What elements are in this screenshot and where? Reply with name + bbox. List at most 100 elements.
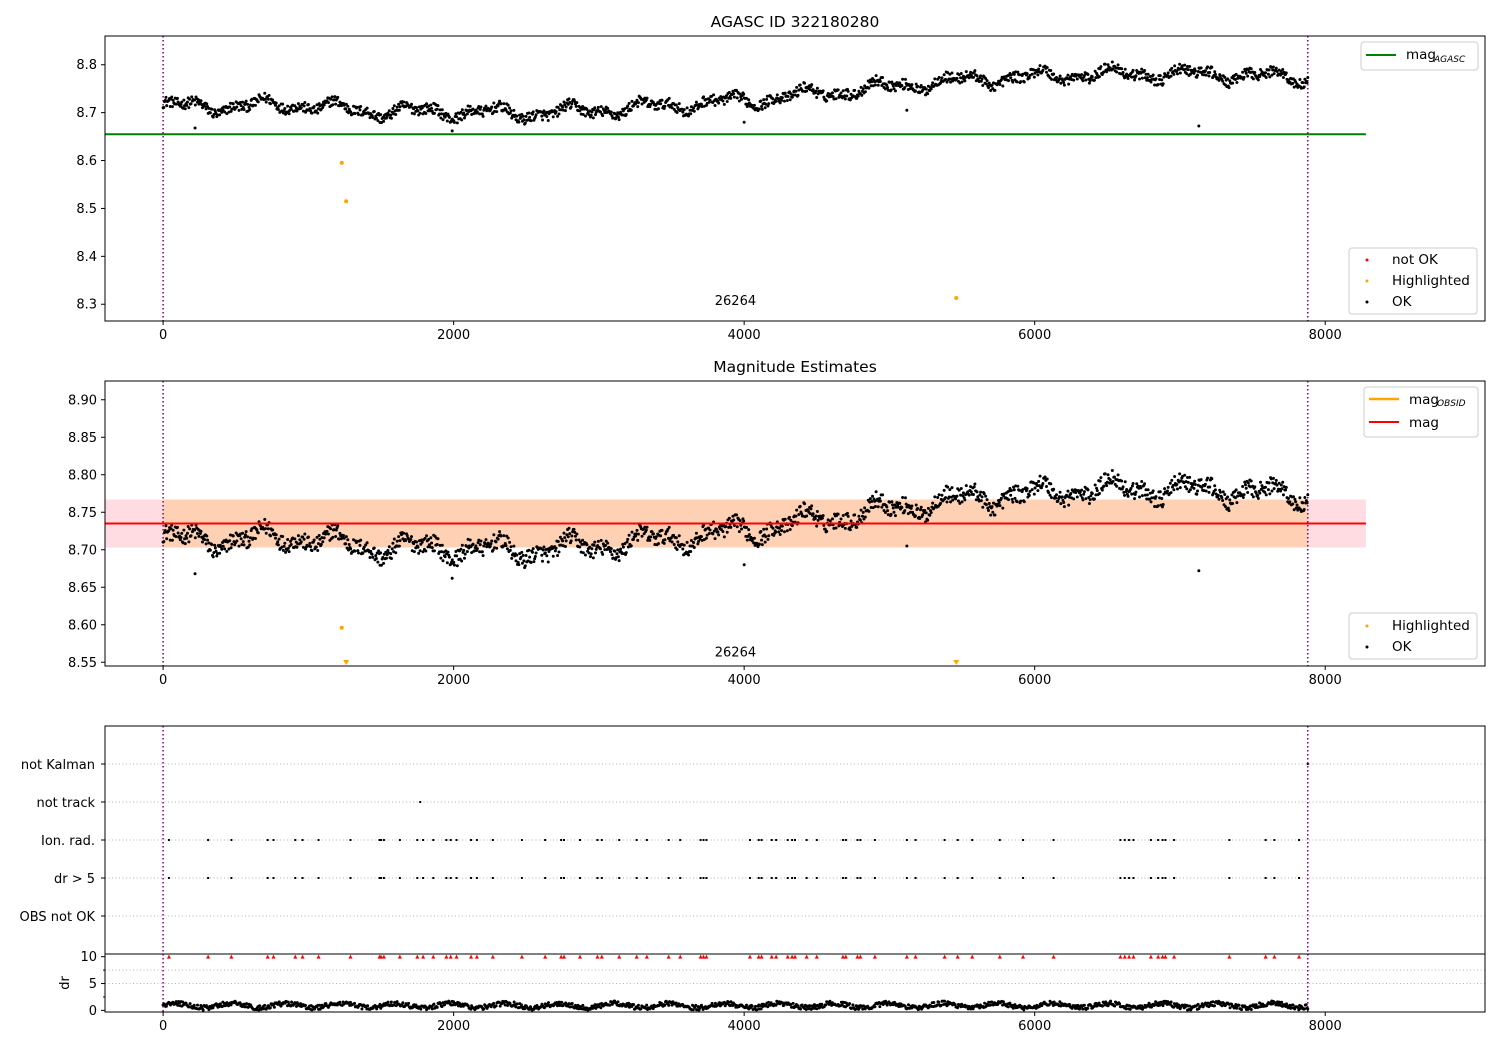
ok-point — [1038, 474, 1042, 478]
ok-point — [1016, 70, 1020, 74]
ok-point — [268, 102, 272, 106]
ok-point — [455, 554, 459, 558]
ok-point — [1015, 80, 1019, 84]
ok-point — [321, 540, 325, 544]
ok-point — [204, 542, 208, 546]
ok-point — [495, 110, 499, 114]
ok-point — [1086, 72, 1090, 76]
flag-point — [943, 877, 946, 879]
dr-capped-marker — [858, 954, 863, 959]
ok-point — [1216, 76, 1220, 80]
ok-point — [1058, 490, 1062, 494]
ok-point — [1249, 67, 1253, 71]
ok-point — [384, 550, 388, 554]
dr-point — [1169, 1000, 1173, 1004]
agasc-panel: AGASC ID 322180280 0 2000 4000 6000 80008.38… — [76, 13, 1486, 343]
ok-point — [1160, 78, 1164, 82]
ok-point — [402, 531, 406, 535]
ok-point — [891, 503, 895, 507]
ok-point — [880, 505, 884, 509]
ok-point — [1208, 71, 1212, 75]
dr-point — [181, 1000, 185, 1004]
dr-capped-marker — [774, 954, 779, 959]
ok-point — [721, 99, 725, 103]
dr-point — [1113, 1004, 1117, 1008]
y-tick-label: 8.85 — [68, 431, 97, 446]
ok-point — [534, 551, 538, 555]
ok-point — [241, 100, 245, 104]
ok-point — [353, 112, 357, 116]
dr-point — [796, 1004, 800, 1008]
ok-point — [747, 533, 751, 537]
ok-point — [670, 540, 674, 544]
dr-capped-marker — [379, 954, 383, 959]
ok-point — [533, 555, 537, 559]
flag-point — [859, 877, 862, 879]
y-tick-label: 5 — [89, 977, 97, 992]
ok-point — [1227, 86, 1231, 90]
ok-point — [1123, 493, 1127, 497]
ok-point — [853, 513, 857, 517]
flag-point — [844, 877, 847, 879]
ok-point — [1204, 489, 1208, 493]
ok-point — [263, 91, 267, 95]
ok-point — [1226, 495, 1230, 499]
ok-point — [681, 547, 685, 551]
ok-point — [832, 97, 836, 101]
y-tick-label: 8.8 — [76, 58, 97, 73]
ok-point — [822, 95, 826, 99]
ok-point — [320, 536, 324, 540]
ok-point — [958, 501, 962, 505]
ok-point — [783, 91, 787, 95]
dr-point — [804, 1007, 808, 1011]
ok-point — [610, 114, 614, 118]
ok-point — [489, 542, 493, 546]
flag-point — [1273, 839, 1276, 841]
ok-point — [188, 97, 192, 101]
ok-point — [1266, 488, 1270, 492]
ok-point — [478, 550, 482, 554]
flag-point — [600, 839, 603, 841]
flag-point — [432, 877, 435, 879]
ok-point — [1188, 475, 1192, 479]
ok-point — [913, 514, 917, 518]
ok-point — [699, 535, 703, 539]
ok-point — [225, 549, 229, 553]
flag-point — [786, 839, 789, 841]
ok-point — [164, 524, 168, 528]
ok-point — [945, 80, 949, 84]
ok-point — [1126, 494, 1130, 498]
flag-point — [317, 839, 320, 841]
legend-not-ok-label: not OK — [1392, 252, 1439, 268]
ok-point — [1144, 488, 1148, 492]
ok-point — [672, 543, 676, 547]
flag-point — [1173, 877, 1176, 879]
ok-point — [1166, 71, 1170, 75]
ok-point — [798, 83, 802, 87]
ok-point — [512, 108, 516, 112]
ok-point — [878, 499, 882, 503]
ok-point — [225, 112, 229, 116]
dr-point — [560, 1000, 564, 1004]
ok-point — [271, 528, 275, 532]
ok-point — [1188, 488, 1192, 492]
ok-point — [675, 110, 679, 114]
ok-point — [1062, 505, 1066, 509]
flag-point — [470, 877, 473, 879]
flag-point — [667, 877, 670, 879]
ok-point — [676, 540, 680, 544]
ok-point — [1173, 64, 1177, 68]
ok-point — [1253, 70, 1257, 74]
ok-point — [795, 508, 799, 512]
ok-point — [1256, 493, 1260, 497]
ok-point — [1171, 484, 1175, 488]
legend-mag-obsid-sub: OBSID — [1437, 399, 1466, 409]
ok-point — [562, 100, 566, 104]
dr-point — [515, 1002, 519, 1006]
ok-point — [483, 542, 487, 546]
flag-point — [1119, 839, 1122, 841]
dr-capped-marker — [431, 954, 436, 959]
ok-point — [984, 494, 988, 498]
flag-point — [1132, 877, 1135, 879]
